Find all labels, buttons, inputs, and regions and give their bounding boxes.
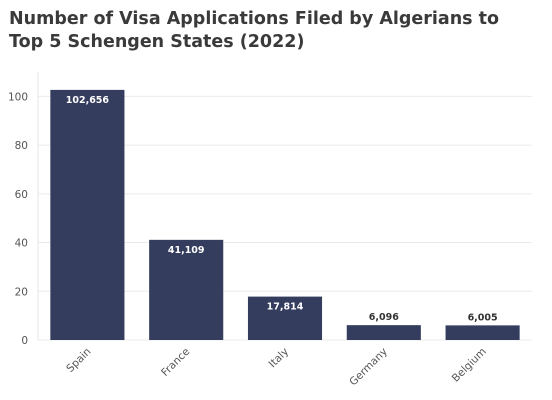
bar-value-labels: 102,656 41,109 17,814 6,096 6,005 xyxy=(66,95,498,323)
y-axis-ticks: 0 20 40 60 80 100 xyxy=(8,91,28,347)
y-tick-label: 40 xyxy=(15,238,28,250)
bar-italy xyxy=(247,296,323,340)
bar-value-label: 6,096 xyxy=(369,312,399,323)
bar-value-label: 102,656 xyxy=(66,95,110,106)
y-tick-label: 100 xyxy=(8,91,28,103)
bar-value-label: 41,109 xyxy=(168,245,205,256)
x-tick-label: France xyxy=(159,346,192,379)
x-tick-label: Spain xyxy=(64,346,93,375)
y-tick-label: 80 xyxy=(15,140,28,152)
y-tick-label: 60 xyxy=(15,189,28,201)
chart-title: Number of Visa Applications Filed by Alg… xyxy=(9,9,500,52)
y-tick-label: 0 xyxy=(21,335,28,347)
x-tick-label: Germany xyxy=(347,346,390,389)
bar-germany xyxy=(346,325,421,340)
bar-value-label: 17,814 xyxy=(267,302,304,313)
bar-belgium xyxy=(445,325,520,340)
x-tick-label: Belgium xyxy=(450,346,489,385)
y-tick-label: 20 xyxy=(15,286,28,298)
x-axis-ticks: Spain France Italy Germany Belgium xyxy=(64,346,488,389)
bar-france xyxy=(149,239,224,340)
bars xyxy=(50,89,520,340)
x-tick-label: Italy xyxy=(267,346,292,371)
bar-spain xyxy=(50,89,125,340)
bar-value-label: 6,005 xyxy=(468,312,498,323)
